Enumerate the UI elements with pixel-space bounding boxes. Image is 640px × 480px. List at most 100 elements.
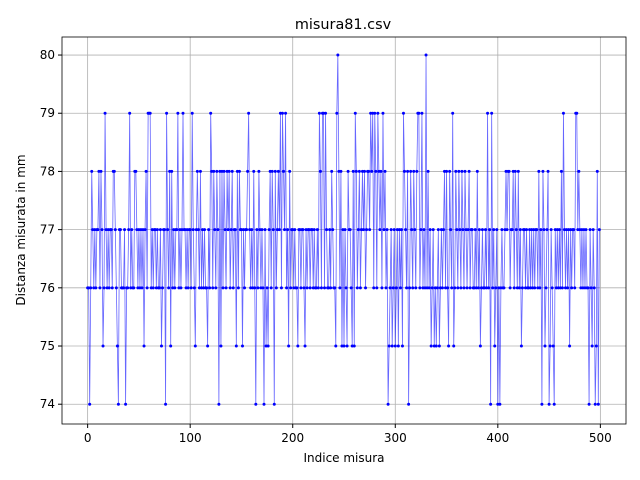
- data-point: [165, 111, 169, 115]
- data-point: [319, 286, 323, 290]
- data-point: [262, 402, 266, 406]
- data-point: [449, 228, 453, 232]
- data-point: [109, 228, 113, 232]
- data-point: [246, 169, 250, 173]
- data-point: [94, 286, 98, 290]
- data-point: [422, 228, 426, 232]
- data-point: [519, 344, 523, 348]
- y-tick-label: 79: [40, 106, 55, 120]
- data-point: [178, 228, 182, 232]
- data-point: [414, 286, 418, 290]
- data-point: [562, 228, 566, 232]
- data-point: [594, 344, 598, 348]
- data-point: [173, 286, 177, 290]
- data-point: [110, 286, 114, 290]
- data-point: [168, 169, 172, 173]
- data-point: [428, 228, 432, 232]
- data-point: [234, 344, 238, 348]
- data-point: [572, 228, 576, 232]
- data-point: [386, 402, 390, 406]
- data-point: [425, 286, 429, 290]
- data-point: [511, 169, 515, 173]
- data-point: [259, 286, 263, 290]
- data-point: [421, 286, 425, 290]
- data-point: [112, 169, 116, 173]
- data-point: [134, 169, 138, 173]
- data-point: [370, 169, 374, 173]
- data-point: [575, 111, 579, 115]
- data-point: [195, 169, 199, 173]
- data-point: [582, 228, 586, 232]
- data-point: [342, 344, 346, 348]
- data-point: [438, 286, 442, 290]
- data-point: [596, 402, 600, 406]
- series-line: [87, 55, 600, 405]
- data-point: [393, 344, 397, 348]
- data-point: [531, 286, 535, 290]
- data-point: [436, 228, 440, 232]
- data-point: [263, 228, 267, 232]
- data-point: [554, 286, 558, 290]
- data-point: [325, 228, 329, 232]
- data-point: [390, 344, 394, 348]
- data-point: [439, 228, 443, 232]
- data-point: [228, 286, 232, 290]
- data-point: [251, 286, 255, 290]
- data-point: [310, 228, 314, 232]
- data-point: [138, 286, 142, 290]
- data-point: [157, 286, 161, 290]
- data-point: [318, 169, 322, 173]
- data-point: [329, 286, 333, 290]
- data-point: [558, 286, 562, 290]
- data-point: [522, 228, 526, 232]
- data-point: [328, 228, 332, 232]
- data-point: [145, 286, 149, 290]
- data-point: [286, 228, 290, 232]
- data-point: [337, 169, 341, 173]
- data-point: [237, 169, 241, 173]
- data-point: [547, 402, 551, 406]
- data-point: [308, 286, 312, 290]
- data-point: [97, 169, 101, 173]
- data-point: [479, 286, 483, 290]
- data-point: [163, 228, 167, 232]
- data-point: [100, 228, 104, 232]
- data-point: [460, 169, 464, 173]
- data-point: [185, 228, 189, 232]
- data-point: [576, 228, 580, 232]
- data-point: [102, 286, 106, 290]
- data-point: [577, 169, 581, 173]
- data-point: [520, 286, 524, 290]
- data-point: [418, 286, 422, 290]
- data-point: [376, 111, 380, 115]
- data-point: [527, 286, 531, 290]
- data-point: [415, 169, 419, 173]
- data-point: [493, 344, 497, 348]
- data-point: [258, 228, 262, 232]
- data-point: [579, 286, 583, 290]
- data-point: [570, 286, 574, 290]
- data-point: [535, 228, 539, 232]
- data-point: [462, 286, 466, 290]
- data-point: [540, 402, 544, 406]
- data-point: [123, 228, 127, 232]
- data-point: [364, 286, 368, 290]
- data-point: [293, 228, 297, 232]
- data-point: [118, 228, 122, 232]
- data-point: [209, 111, 213, 115]
- data-point: [396, 344, 400, 348]
- data-point: [544, 286, 548, 290]
- data-point: [477, 228, 481, 232]
- data-point: [518, 228, 522, 232]
- data-point: [219, 344, 223, 348]
- data-point: [199, 286, 203, 290]
- data-point: [368, 228, 372, 232]
- data-point: [397, 228, 401, 232]
- data-point: [176, 111, 180, 115]
- data-point: [536, 286, 540, 290]
- data-point: [349, 286, 353, 290]
- data-point: [272, 402, 276, 406]
- data-point: [159, 344, 163, 348]
- data-point: [412, 169, 416, 173]
